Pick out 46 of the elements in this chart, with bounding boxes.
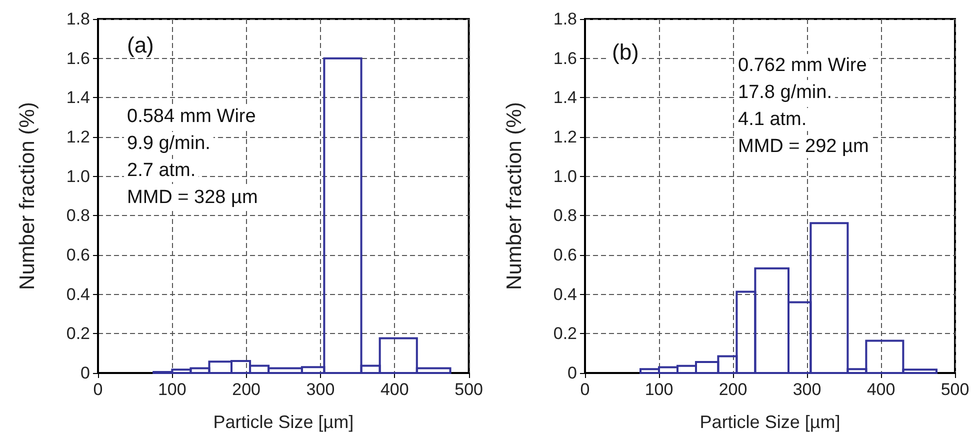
y-tick-label: 0 xyxy=(568,364,577,382)
x-tick-label: 200 xyxy=(232,380,261,399)
y-tick-label: 1.8 xyxy=(66,10,90,28)
x-tick-label: 100 xyxy=(644,380,674,399)
x-tick-label: 400 xyxy=(380,380,409,399)
y-tick-label: 1.2 xyxy=(553,128,577,146)
annotation: (b) xyxy=(612,40,639,64)
x-tick-label: 500 xyxy=(454,380,484,399)
x-tick-label: 300 xyxy=(792,380,822,399)
y-axis-title: Number fraction (%) xyxy=(503,102,526,290)
annotation: 0.762 mm Wire xyxy=(738,55,867,76)
annotation: 0.584 mm Wire xyxy=(127,106,256,127)
y-tick-label: 0.6 xyxy=(553,246,577,264)
y-tick-label: 0 xyxy=(80,364,90,382)
y-tick-label: 0.8 xyxy=(66,206,90,226)
annotation: (a) xyxy=(127,32,154,58)
y-tick-label: 0.4 xyxy=(553,284,577,304)
x-tick-label: 100 xyxy=(158,380,186,399)
y-tick-label: 1.4 xyxy=(553,88,577,108)
x-tick-label: 0 xyxy=(580,380,590,399)
x-tick-label: 0 xyxy=(93,380,103,399)
y-tick-label: 1.6 xyxy=(553,48,577,68)
y-tick-label: 1.2 xyxy=(66,128,90,146)
annotation: MMD = 292 µm xyxy=(738,136,869,157)
y-tick-label: 1.6 xyxy=(66,48,90,68)
y-tick-label: 1.0 xyxy=(66,166,90,186)
x-tick-label: 400 xyxy=(866,380,896,399)
x-tick-label: 500 xyxy=(940,380,970,399)
y-tick-label: 0.2 xyxy=(553,324,577,344)
annotation: 4.1 atm. xyxy=(738,109,807,130)
y-axis-title: Number fraction (%) xyxy=(16,102,39,290)
annotation: 9.9 g/min. xyxy=(127,133,210,154)
annotation: MMD = 328 µm xyxy=(127,187,258,208)
annotation: 17.8 g/min. xyxy=(738,82,832,103)
x-tick-label: 200 xyxy=(718,380,748,399)
y-tick-label: 1.4 xyxy=(66,88,90,108)
y-tick-label: 1.0 xyxy=(553,166,577,186)
x-axis-title: Particle Size [µm] xyxy=(700,412,840,432)
y-tick-label: 0.8 xyxy=(553,206,577,226)
y-tick-label: 0.6 xyxy=(66,246,90,264)
annotation: 2.7 atm. xyxy=(127,160,196,181)
x-axis-title: Particle Size [µm] xyxy=(213,412,354,432)
y-tick-label: 0.2 xyxy=(66,324,90,344)
y-tick-label: 1.8 xyxy=(553,10,577,28)
x-tick-label: 300 xyxy=(306,380,335,399)
y-tick-label: 0.4 xyxy=(66,284,90,304)
